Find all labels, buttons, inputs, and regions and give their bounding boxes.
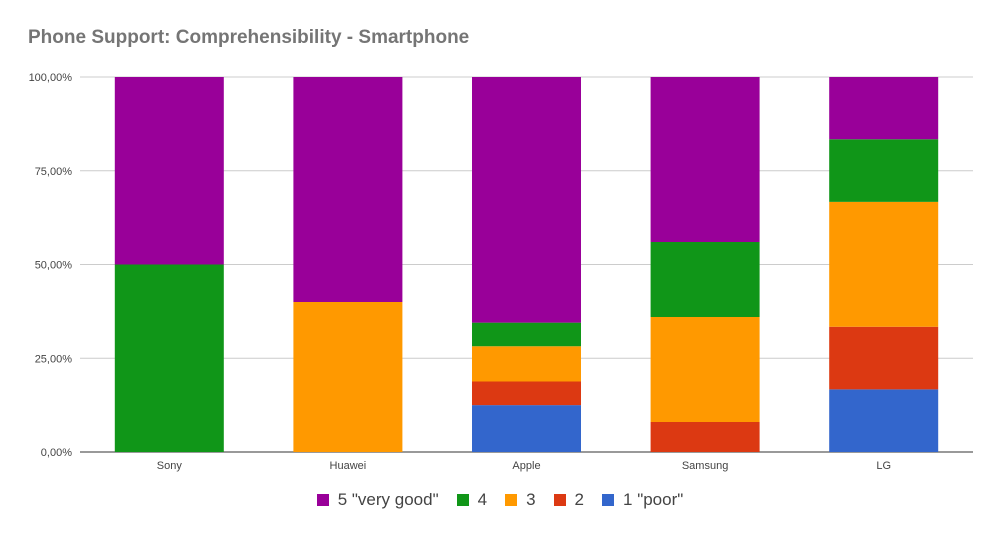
bar-segment[interactable]	[829, 77, 939, 140]
legend-label: 4	[477, 490, 488, 509]
bar-segment[interactable]	[650, 317, 760, 422]
legend-label: 2	[574, 490, 585, 509]
y-tick-label: 50,00%	[35, 260, 73, 272]
bar-segment[interactable]	[293, 77, 403, 302]
legend-item[interactable]: 5 "very good"	[316, 490, 439, 510]
bar-segment[interactable]	[650, 422, 760, 452]
chart-title: Phone Support: Comprehensibility - Smart…	[28, 27, 470, 48]
bar-segment[interactable]	[114, 77, 224, 265]
legend-swatch	[456, 494, 469, 506]
bar-segment[interactable]	[829, 139, 939, 202]
bar-segment[interactable]	[472, 77, 581, 323]
y-axis-tick-labels: 0,00% 25,00% 50,00% 75,00% 100,00%	[29, 72, 73, 459]
bar-segment[interactable]	[829, 326, 939, 390]
y-tick-label: 25,00%	[35, 353, 73, 365]
bar-segment[interactable]	[114, 264, 224, 453]
y-tick-label: 100,00%	[29, 72, 73, 84]
x-tick-label: LG	[876, 460, 891, 472]
legend: 5 "very good" 4 3 2 1 "poor"	[0, 490, 1000, 510]
x-tick-label: Apple	[512, 460, 540, 472]
y-tick-label: 75,00%	[35, 166, 73, 178]
bars	[114, 77, 939, 453]
y-tick-label: 0,00%	[41, 447, 72, 459]
legend-label: 1 "poor"	[623, 490, 684, 509]
bar-segment[interactable]	[472, 405, 581, 452]
legend-label: 5 "very good"	[337, 490, 439, 509]
x-tick-label: Huawei	[330, 460, 367, 472]
legend-swatch	[505, 494, 518, 506]
bar-segment[interactable]	[472, 322, 581, 347]
legend-swatch	[553, 494, 566, 506]
bar-segment[interactable]	[650, 77, 760, 242]
x-axis-tick-labels: Sony Huawei Apple Samsung LG	[157, 460, 891, 472]
bar-segment[interactable]	[293, 302, 403, 452]
bar-segment[interactable]	[829, 389, 939, 452]
x-tick-label: Samsung	[682, 460, 728, 472]
legend-label: 3	[526, 490, 536, 509]
legend-item[interactable]: 2	[553, 490, 585, 510]
legend-item[interactable]: 3	[505, 490, 536, 510]
bar-segment[interactable]	[472, 381, 581, 406]
bar-segment[interactable]	[472, 346, 581, 382]
legend-item[interactable]: 4	[456, 490, 488, 510]
legend-swatch	[602, 494, 615, 506]
legend-item[interactable]: 1 "poor"	[602, 490, 683, 510]
bar-segment[interactable]	[650, 242, 760, 317]
bar-segment[interactable]	[829, 201, 939, 327]
legend-swatch	[316, 494, 329, 506]
x-tick-label: Sony	[157, 460, 183, 472]
